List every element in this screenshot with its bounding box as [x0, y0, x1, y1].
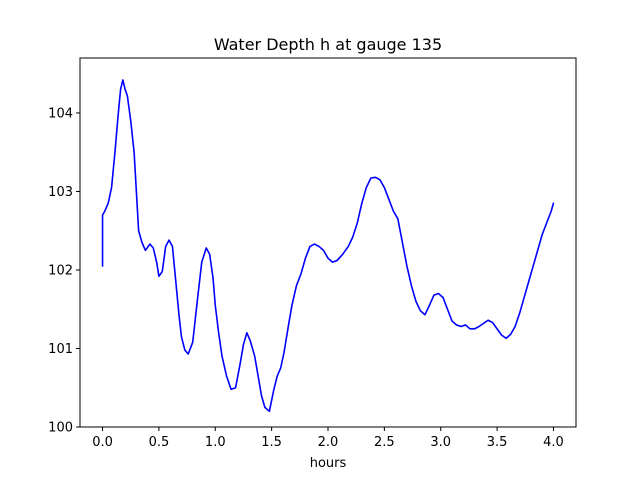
x-tick-label: 1.0 [205, 435, 226, 450]
x-tick-label: 3.5 [487, 435, 508, 450]
x-tick-label: 2.0 [318, 435, 339, 450]
y-tick-label: 104 [48, 106, 73, 121]
y-tick-label: 100 [48, 421, 73, 436]
x-tick-label: 4.0 [543, 435, 564, 450]
y-tick-label: 103 [48, 185, 73, 200]
x-tick-label: 1.5 [261, 435, 282, 450]
chart-title: Water Depth h at gauge 135 [214, 35, 442, 54]
series-line-0 [101, 79, 555, 413]
x-tick-label: 3.0 [430, 435, 451, 450]
plot-frame [79, 57, 577, 428]
y-tick-label: 102 [48, 263, 73, 278]
y-axis: 100 101 102 103 104 [48, 106, 80, 436]
plot-area [79, 57, 577, 428]
x-tick-label: 0.0 [92, 435, 113, 450]
x-axis-label: hours [310, 456, 347, 471]
y-tick-label: 101 [48, 342, 73, 357]
x-tick-label: 0.5 [149, 435, 170, 450]
x-axis: 0.0 0.5 1.0 1.5 2.0 2.5 3.0 3.5 4.0 [92, 427, 564, 450]
x-tick-label: 2.5 [374, 435, 395, 450]
